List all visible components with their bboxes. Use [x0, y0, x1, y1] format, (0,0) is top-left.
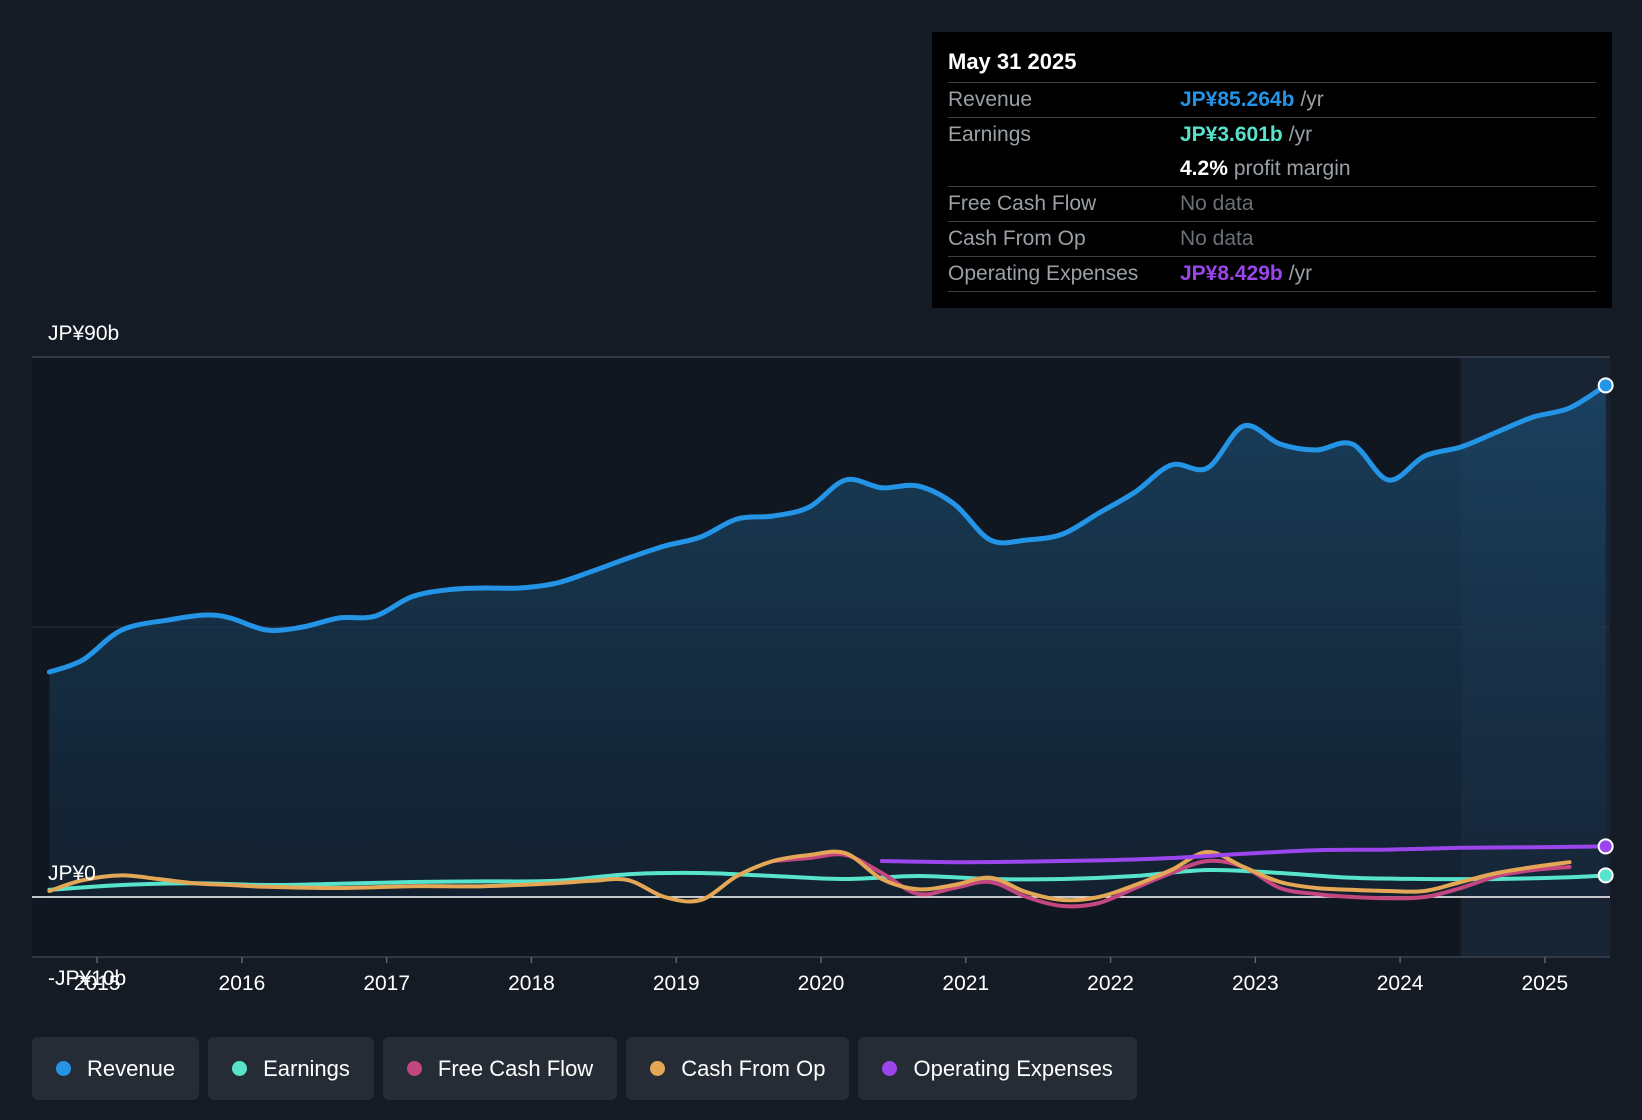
earnings-line	[47, 867, 1608, 892]
legend-item-revenue[interactable]: Revenue	[32, 1037, 200, 1100]
y-tick-label: JP¥90b	[48, 322, 119, 345]
x-tick-label: 2020	[798, 972, 845, 995]
tooltip-row-opex: Operating Expenses JP¥8.429b /yr	[948, 257, 1596, 292]
opex-line	[879, 844, 1608, 865]
tooltip-fcf-label: Free Cash Flow	[948, 192, 1097, 215]
series-lines	[32, 382, 1610, 909]
tooltip-revenue-value: JP¥85.264b	[1180, 88, 1295, 111]
tooltip-row-revenue: Revenue JP¥85.264b /yr	[948, 83, 1596, 118]
tooltip-cfo-value: No data	[1180, 227, 1254, 250]
tooltip-cfo-label: Cash From Op	[948, 227, 1086, 250]
tooltip-revenue-label: Revenue	[948, 88, 1033, 111]
legend-item-earnings[interactable]: Earnings	[208, 1037, 374, 1100]
x-tick-label: 2025	[1521, 972, 1568, 995]
opex-dot-icon	[882, 1061, 898, 1076]
tooltip-row-earnings: Earnings JP¥3.601b /yr	[948, 118, 1596, 152]
earnings-end-dot	[1597, 867, 1614, 884]
x-tick-label: 2023	[1232, 972, 1279, 995]
tooltip-earnings-unit: /yr	[1288, 123, 1313, 146]
tooltip-margin-label: profit margin	[1233, 157, 1351, 180]
x-tick-label: 2021	[942, 972, 989, 995]
tooltip-opex-unit: /yr	[1288, 262, 1313, 285]
endpoint-dots	[1597, 377, 1614, 884]
x-axis: 2015 2016 2017 2018 2019 2020 2021 2022 2023 2024…	[74, 957, 1568, 995]
cfo-dot-icon	[650, 1061, 666, 1076]
legend-label-revenue: Revenue	[87, 1055, 176, 1081]
legend-label-cfo: Cash From Op	[681, 1055, 826, 1081]
revenue-line	[46, 382, 1609, 675]
legend-item-cfo[interactable]: Cash From Op	[626, 1037, 850, 1100]
x-tick-label: 2018	[508, 972, 555, 995]
revenue-area-fill	[49, 385, 1606, 897]
fcf-dot-icon	[406, 1061, 422, 1076]
legend-label-opex: Operating Expenses	[913, 1055, 1113, 1081]
x-tick-label: 2017	[363, 972, 410, 995]
legend: Revenue Earnings Free Cash Flow Cash Fro…	[32, 1037, 1137, 1100]
tooltip-panel: May 31 2025 Revenue JP¥85.264b /yr Earni…	[932, 32, 1612, 308]
legend-item-fcf[interactable]: Free Cash Flow	[382, 1037, 618, 1100]
tooltip-margin-value: 4.2%	[1180, 157, 1228, 180]
cfo-line	[47, 849, 1572, 904]
tooltip-row-fcf: Free Cash Flow No data	[948, 187, 1596, 222]
tooltip-revenue-unit: /yr	[1300, 88, 1324, 111]
x-tick-label: 2022	[1087, 972, 1134, 995]
legend-label-earnings: Earnings	[263, 1055, 350, 1081]
y-tick-label: -JP¥10b	[48, 967, 126, 990]
opex-end-dot	[1597, 838, 1614, 855]
tooltip-date: May 31 2025	[948, 46, 1596, 83]
tooltip-earnings-value: JP¥3.601b	[1180, 123, 1283, 146]
legend-label-fcf: Free Cash Flow	[437, 1055, 594, 1081]
tooltip-fcf-value: No data	[1180, 192, 1254, 215]
x-tick-label: 2016	[219, 972, 266, 995]
x-tick-label: 2015	[74, 972, 121, 995]
legend-item-opex[interactable]: Operating Expenses	[858, 1037, 1137, 1100]
revenue-end-dot	[1597, 377, 1614, 394]
tooltip-opex-label: Operating Expenses	[948, 262, 1139, 285]
x-tick-label: 2024	[1377, 972, 1424, 995]
tooltip-row-cfo: Cash From Op No data	[948, 222, 1596, 257]
tooltip-opex-value: JP¥8.429b	[1180, 262, 1283, 285]
y-tick-label: JP¥0	[48, 862, 96, 885]
x-tick-label: 2019	[653, 972, 700, 995]
revenue-dot-icon	[56, 1061, 71, 1076]
y-axis: JP¥90b JP¥0 -JP¥10b	[48, 322, 126, 990]
earnings-dot-icon	[232, 1061, 248, 1076]
tooltip-earnings-label: Earnings	[948, 123, 1031, 146]
revenue-area	[49, 385, 1606, 897]
tooltip-row-margin: 4.2% profit margin	[948, 152, 1596, 187]
